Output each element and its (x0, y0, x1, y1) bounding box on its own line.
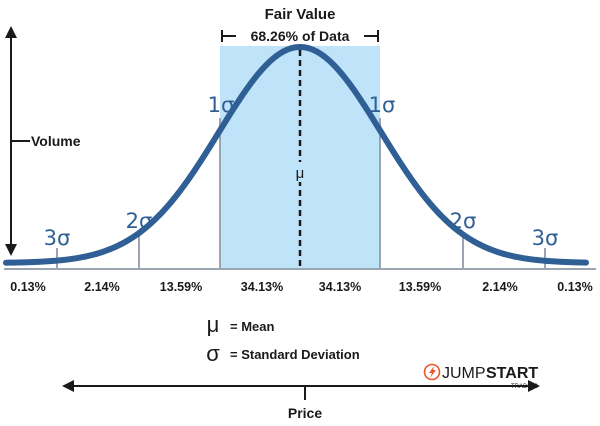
volume-label: Volume (31, 133, 81, 149)
legend-sigma-symbol: σ (206, 341, 220, 366)
percent-label: 34.13% (319, 280, 361, 294)
bell-curve (3, 44, 589, 266)
sigma-label-right-3: 3σ (532, 226, 559, 250)
price-label: Price (288, 405, 322, 421)
percent-labels: 0.13% 2.14% 13.59% 34.13% 34.13% 13.59% … (10, 280, 592, 294)
mean-label-bg (294, 162, 306, 182)
fair-value-title: Fair Value (265, 6, 336, 23)
legend-sigma-text: = Standard Deviation (230, 347, 360, 362)
percent-label: 0.13% (10, 280, 45, 294)
percent-label: 13.59% (399, 280, 441, 294)
mean-label: μ (296, 165, 305, 182)
percent-label: 2.14% (482, 280, 517, 294)
price-axis (62, 380, 540, 400)
fair-value-subtitle: 68.26% of Data (251, 28, 350, 44)
volume-axis (5, 26, 30, 256)
legend-mean-symbol: μ (207, 312, 220, 337)
sigma-label-left-2: 2σ (126, 209, 153, 233)
sigma-label-left-3: 3σ (44, 226, 71, 250)
legend-mean-text: = Mean (230, 319, 274, 334)
percent-label: 13.59% (160, 280, 202, 294)
percent-label: 0.13% (557, 280, 592, 294)
percent-label: 2.14% (84, 280, 119, 294)
sigma-label-right-2: 2σ (450, 209, 477, 233)
logo-word-light: JUMP (442, 365, 486, 382)
sigma-label-left-1: 1σ (208, 93, 235, 117)
fair-value-bracket (221, 30, 379, 42)
percent-label: 34.13% (241, 280, 283, 294)
jumpstart-logo: JUMP START TRADING (423, 363, 538, 390)
logo-word-bold: START (486, 365, 538, 382)
sigma-label-right-1: 1σ (369, 93, 396, 117)
